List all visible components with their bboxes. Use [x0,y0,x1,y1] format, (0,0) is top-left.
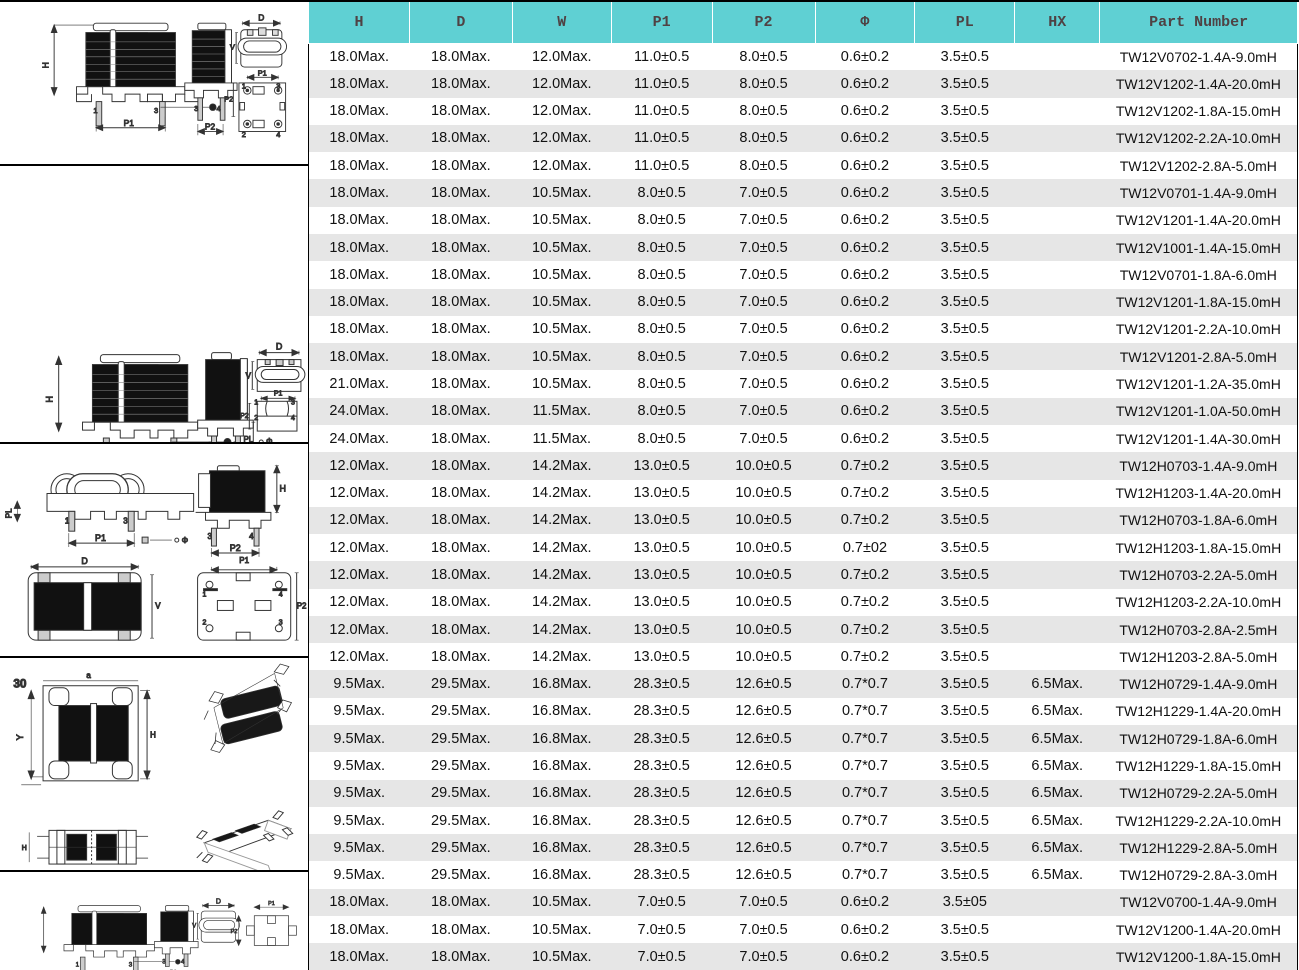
svg-text:1: 1 [203,591,207,598]
svg-text:Φ: Φ [182,536,188,545]
svg-text:3: 3 [291,399,295,406]
svg-text:3: 3 [276,82,280,91]
svg-text:V: V [230,42,235,51]
svg-text:H: H [22,845,27,852]
svg-text:P1: P1 [124,118,135,128]
svg-text:H: H [45,396,55,402]
svg-text:3: 3 [207,532,212,541]
svg-text:V: V [155,601,161,610]
svg-text:1: 1 [93,106,97,115]
svg-text:4: 4 [217,104,221,113]
svg-text:4: 4 [276,130,280,139]
svg-text:PL: PL [243,435,253,442]
svg-text:D: D [276,342,283,352]
svg-text:2: 2 [203,619,207,626]
svg-text:30: 30 [13,677,27,691]
svg-text:P1: P1 [274,390,283,397]
svg-text:P1: P1 [239,555,249,564]
svg-text:Φ: Φ [266,437,272,442]
svg-text:V: V [192,922,197,929]
svg-text:H: H [150,730,156,739]
svg-text:3: 3 [279,619,283,626]
svg-text:1: 1 [242,82,246,91]
svg-text:2: 2 [242,130,246,139]
svg-text:PL: PL [4,507,13,517]
svg-text:3: 3 [194,104,198,113]
svg-text:V: V [246,371,252,380]
svg-text:P2: P2 [240,413,249,420]
svg-text:P1: P1 [95,533,106,543]
svg-text:3: 3 [208,441,213,442]
svg-text:P2: P2 [205,122,216,132]
svg-text:D: D [81,555,87,565]
svg-text:4: 4 [231,441,236,442]
svg-text:P2: P2 [224,95,233,104]
svg-text:3: 3 [162,958,166,965]
svg-text:4: 4 [291,415,295,422]
svg-text:3: 3 [129,961,133,968]
svg-text:1: 1 [65,516,70,525]
svg-text:a: a [86,671,91,680]
svg-text:4: 4 [181,958,185,965]
svg-text:3: 3 [123,516,128,525]
svg-text:P1: P1 [268,901,275,907]
svg-text:P2: P2 [297,601,307,610]
svg-text:D: D [258,12,264,22]
svg-text:3: 3 [154,106,158,115]
svg-text:D: D [216,898,221,905]
svg-text:H: H [41,62,51,68]
svg-text:P2: P2 [231,929,238,935]
svg-text:4: 4 [279,591,283,598]
svg-text:1: 1 [76,961,80,968]
svg-text:P2: P2 [230,542,241,552]
svg-text:4: 4 [249,532,254,541]
svg-text:H: H [280,483,286,493]
svg-text:P1: P1 [258,68,267,77]
svg-text:2: 2 [254,415,258,422]
svg-text:Y: Y [15,734,25,740]
